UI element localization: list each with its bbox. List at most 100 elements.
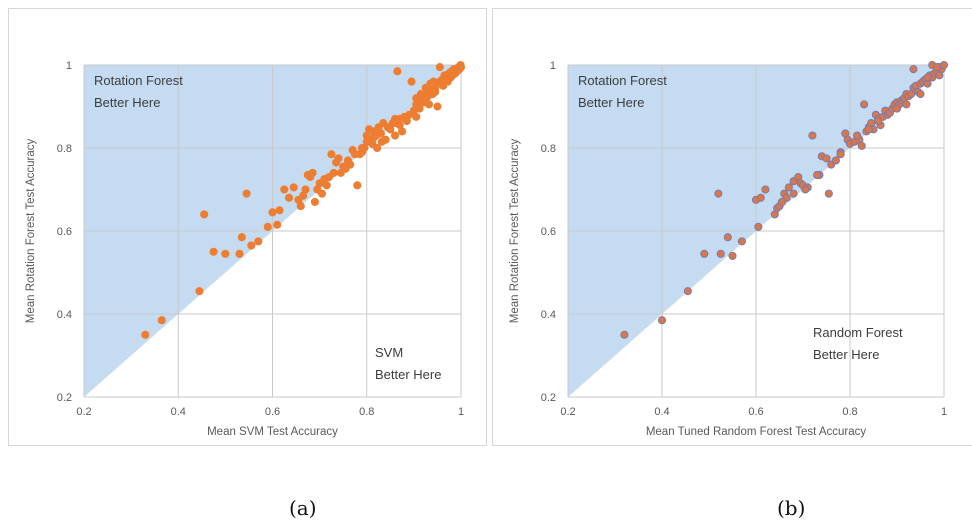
- data-point: [761, 185, 770, 194]
- y-tick-label: 0.4: [57, 309, 72, 321]
- data-point: [221, 249, 230, 258]
- data-point: [892, 104, 902, 113]
- data-point: [395, 121, 404, 130]
- data-point: [860, 100, 869, 109]
- x-tick-label: 0.8: [842, 406, 857, 418]
- data-point: [301, 185, 310, 194]
- data-point: [334, 154, 343, 163]
- data-point: [902, 100, 911, 109]
- data-point: [756, 193, 765, 202]
- scatter-chart-b: 0.2 0.4 0.6 0.8 1 0.2 0.4 0.6 0.8 1 Mean Tuned Ran…: [509, 60, 949, 438]
- x-tick-label: 1: [941, 406, 947, 418]
- data-point: [813, 170, 822, 180]
- data-point: [247, 241, 256, 250]
- data-point: [254, 237, 263, 246]
- data-point: [200, 210, 209, 219]
- x-tick-label: 0.2: [76, 406, 91, 418]
- data-point: [141, 330, 150, 339]
- data-point: [923, 73, 932, 82]
- data-point: [329, 168, 338, 177]
- x-tick-label: 0.4: [171, 406, 186, 418]
- data-point: [777, 197, 786, 206]
- data-point: [714, 189, 723, 198]
- data-point: [237, 233, 246, 242]
- data-point: [393, 67, 402, 76]
- data-point: [195, 287, 204, 296]
- data-point: [852, 131, 862, 140]
- data-point: [407, 77, 416, 86]
- y-tick-label: 0.2: [541, 392, 556, 404]
- x-tick-label: 0.4: [654, 406, 669, 418]
- chart-panel-b: 0.2 0.4 0.6 0.8 1 0.2 0.4 0.6 0.8 1 Mean Tuned Ran…: [492, 8, 972, 446]
- data-point: [310, 197, 319, 206]
- x-tick-label: 0.6: [748, 406, 763, 418]
- data-point: [440, 71, 449, 80]
- data-point: [412, 112, 421, 121]
- x-axis-label: Mean SVM Test Accuracy: [207, 426, 338, 438]
- x-tick-label: 1: [458, 406, 464, 418]
- data-point: [808, 131, 817, 140]
- y-tick-label: 1: [550, 60, 556, 72]
- data-point: [242, 189, 251, 198]
- data-point: [157, 316, 166, 325]
- annotation-rotation-forest: Better Here: [578, 95, 644, 110]
- data-point: [822, 154, 831, 163]
- annotation-other-better: Random Forest: [813, 325, 903, 340]
- data-point: [362, 137, 371, 146]
- data-point: [657, 316, 667, 325]
- y-tick-label: 0.6: [541, 226, 556, 238]
- data-point: [416, 90, 425, 99]
- annotation-rotation-forest: Rotation Forest: [94, 73, 183, 88]
- data-point: [433, 102, 442, 111]
- y-tick-label: 0.4: [541, 309, 556, 321]
- y-tick-label: 0.8: [57, 143, 72, 155]
- scatter-chart-a: 0.2 0.4 0.6 0.8 1 0.2 0.4 0.6 0.8 1 Mean SVM Test …: [25, 60, 466, 438]
- data-point: [280, 185, 289, 194]
- data-point: [263, 222, 272, 231]
- data-point: [327, 150, 336, 159]
- data-point: [864, 125, 873, 134]
- data-point: [275, 206, 284, 215]
- data-point: [415, 104, 424, 113]
- data-point: [322, 181, 331, 190]
- data-point: [357, 143, 367, 153]
- data-point: [390, 114, 400, 123]
- data-point: [209, 247, 218, 256]
- data-point: [831, 156, 840, 165]
- caption-b: (b): [777, 496, 806, 520]
- data-point: [273, 220, 282, 229]
- data-point: [784, 183, 793, 192]
- data-point: [836, 150, 845, 159]
- data-point: [426, 79, 435, 88]
- data-point: [909, 65, 918, 74]
- data-point: [874, 116, 883, 126]
- data-point: [857, 141, 866, 150]
- data-point: [268, 208, 277, 217]
- y-tick-label: 0.6: [57, 226, 72, 238]
- data-point: [435, 63, 444, 72]
- y-tick-label: 1: [66, 60, 72, 72]
- chart-panel-a: 0.2 0.4 0.6 0.8 1 0.2 0.4 0.6 0.8 1 Mean SVM Test …: [8, 8, 487, 446]
- data-point: [789, 189, 798, 198]
- data-point: [728, 251, 737, 260]
- data-point: [935, 71, 944, 80]
- data-point: [916, 90, 925, 99]
- annotation-other-better: Better Here: [375, 367, 441, 382]
- x-tick-label: 0.8: [359, 406, 374, 418]
- data-point: [683, 287, 692, 296]
- annotation-other-better: Better Here: [813, 347, 879, 362]
- data-point: [801, 185, 810, 194]
- data-point: [716, 249, 725, 258]
- data-point: [284, 193, 294, 202]
- data-point: [376, 129, 385, 138]
- data-point: [353, 181, 362, 190]
- data-point: [932, 63, 942, 72]
- y-tick-label: 0.2: [57, 392, 72, 404]
- x-axis-label: Mean Tuned Random Forest Test Accuracy: [646, 426, 867, 438]
- data-point: [369, 133, 378, 142]
- x-tick-label: 0.6: [265, 406, 280, 418]
- y-axis-label: Mean Rotation Forest Test Accuracy: [25, 138, 37, 323]
- data-point: [373, 143, 382, 153]
- data-point: [317, 189, 327, 198]
- caption-a: (a): [289, 496, 317, 520]
